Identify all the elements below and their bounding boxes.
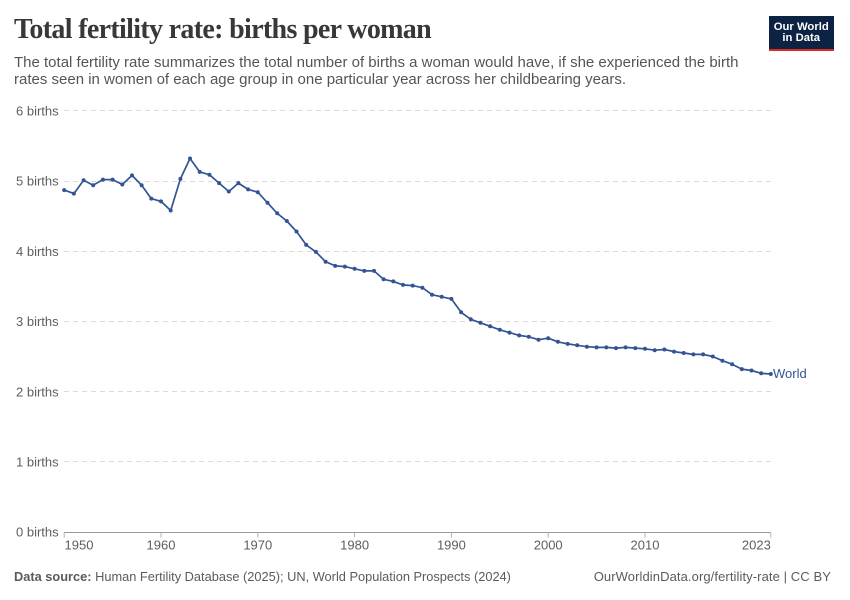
svg-text:1960: 1960 (147, 538, 176, 553)
svg-text:1970: 1970 (243, 538, 272, 553)
svg-text:2 births: 2 births (16, 384, 59, 399)
svg-text:2010: 2010 (631, 538, 660, 553)
svg-text:2000: 2000 (534, 538, 563, 553)
svg-text:World: World (773, 366, 807, 381)
svg-text:0 births: 0 births (16, 525, 59, 540)
svg-text:1950: 1950 (65, 538, 94, 553)
svg-text:1980: 1980 (340, 538, 369, 553)
svg-text:4 births: 4 births (16, 244, 59, 259)
svg-text:1 births: 1 births (16, 455, 59, 470)
svg-text:6 births: 6 births (16, 104, 59, 119)
svg-text:5 births: 5 births (16, 174, 59, 189)
svg-text:2023: 2023 (742, 538, 771, 553)
svg-text:1990: 1990 (437, 538, 466, 553)
svg-text:3 births: 3 births (16, 314, 59, 329)
